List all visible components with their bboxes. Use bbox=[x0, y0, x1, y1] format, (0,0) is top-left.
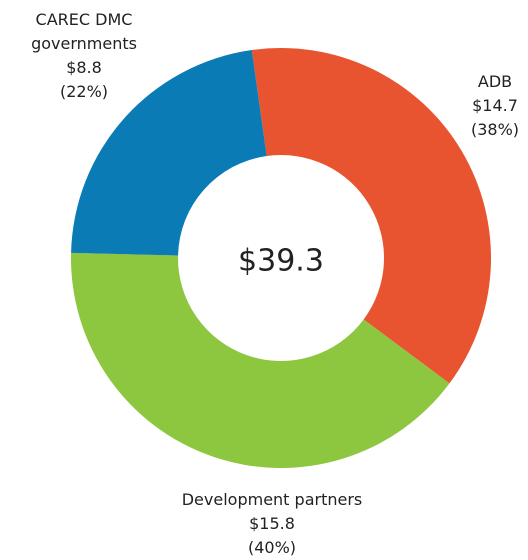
category-name: Development partners bbox=[181, 490, 363, 509]
percent-label: (22%) bbox=[59, 82, 109, 101]
slice-label: CAREC DMC governments $8.8 (22%) bbox=[14, 8, 154, 104]
value-label: $8.8 bbox=[66, 58, 102, 77]
category-name: CAREC DMC governments bbox=[31, 10, 137, 53]
percent-label: (40%) bbox=[247, 538, 297, 557]
donut-slice bbox=[251, 47, 491, 384]
category-name: ADB bbox=[477, 72, 513, 91]
value-label: $14.7 bbox=[472, 96, 518, 115]
donut-slice bbox=[71, 50, 267, 256]
value-label: $15.8 bbox=[249, 514, 295, 533]
slice-label: ADB $14.7 (38%) bbox=[440, 70, 528, 142]
slice-label: Development partners $15.8 (40%) bbox=[162, 488, 382, 560]
donut-slice bbox=[71, 252, 450, 468]
total-label: $39.3 bbox=[238, 244, 324, 279]
percent-label: (38%) bbox=[470, 120, 520, 139]
